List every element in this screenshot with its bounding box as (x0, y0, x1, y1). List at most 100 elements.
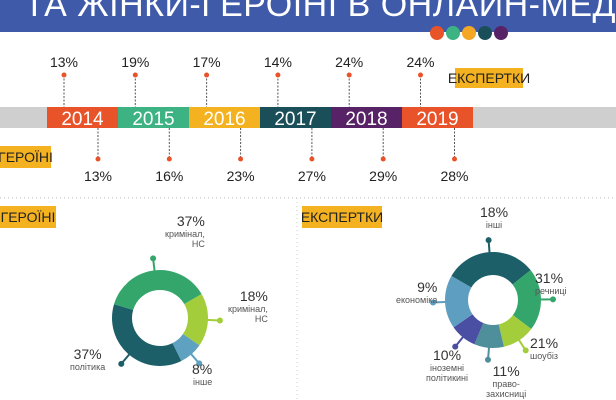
slice-leader-dot (196, 360, 203, 367)
timeline-segment-2014 (47, 107, 118, 128)
slice-leader-dot (430, 299, 437, 306)
slice-percent: 37% (73, 346, 102, 362)
slice-label: 8% інше (192, 361, 212, 387)
slice-leader-dot (484, 356, 491, 363)
slice-category: економіка (396, 295, 438, 305)
year-label: 2018 (345, 109, 387, 130)
donut-slice (474, 323, 504, 348)
decor-dot (462, 26, 476, 40)
heroines-dot (309, 156, 315, 162)
experts-dot (275, 72, 281, 78)
slice-category: речниці (535, 286, 567, 296)
donut-slice (512, 270, 541, 330)
heroines-dot (166, 156, 172, 162)
heroines-value: 27% (297, 168, 326, 184)
slice-label: 37% політика (70, 346, 105, 372)
slice-leader-dot (150, 255, 157, 262)
slice-leader-dot (452, 343, 459, 350)
timeline-segment-2017 (260, 107, 331, 128)
slice-percent: 11% (492, 363, 520, 379)
slice-label: 11% право-захисниці (486, 363, 526, 399)
slice-category: політикині (426, 373, 469, 383)
page-title: ТА ЖІНКИ-ГЕРОЇНІ В ОНЛАЙН-МЕДІА (24, 0, 616, 24)
slice-label: 31% речниці (535, 270, 567, 296)
heroines-pie-title: ГЕРОЇНІ (0, 206, 56, 228)
slice-percent: 18% (239, 288, 268, 304)
experts-badge: ЕКСПЕРТКИ (447, 68, 531, 88)
slice-category: іноземні (429, 363, 465, 373)
slice-percent: 37% (176, 213, 205, 229)
year-label: 2014 (61, 109, 104, 130)
donut-slice (444, 276, 473, 328)
heroines-dot (95, 156, 101, 162)
slice-category: НС (254, 314, 268, 324)
donut-slice (451, 252, 531, 288)
slice-category: шоубіз (530, 351, 559, 361)
decor-dot (494, 26, 508, 40)
donut-slice (111, 304, 182, 366)
slice-percent: 9% (417, 279, 438, 295)
experts-value: 13% (49, 54, 79, 70)
heroines-dot (452, 156, 457, 162)
slice-category: політика (70, 362, 106, 372)
slice-percent: 18% (480, 204, 509, 220)
slice-category: інше (193, 377, 213, 387)
decor-dot (430, 26, 444, 40)
heroines-value: 28% (440, 168, 469, 184)
slice-percent: 31% (535, 270, 564, 286)
title-banner: ТА ЖІНКИ-ГЕРОЇНІ В ОНЛАЙН-МЕДІА (0, 0, 616, 32)
experts-dot (61, 72, 67, 78)
heroines-badge: ГЕРОЇНІ (0, 146, 53, 168)
decor-dot (478, 26, 492, 40)
slice-leader-dot (522, 347, 529, 354)
timeline-segment-2018 (331, 107, 402, 128)
experts-dot (418, 72, 423, 78)
donut-slice (453, 314, 484, 345)
slice-category: кримінал, (228, 304, 268, 314)
slice-leader-dot (216, 317, 223, 324)
donut-slice (172, 333, 200, 361)
slice-label: 10% іноземні політикині (426, 347, 468, 383)
donut-slice (114, 270, 202, 310)
experts-value: 24% (406, 54, 435, 70)
experts-value: 14% (263, 54, 292, 70)
heroines-dot (380, 156, 386, 162)
experts-value: 24% (335, 54, 364, 70)
timeline-segment-2019 (402, 107, 473, 128)
slice-label: 9% економіка (396, 279, 437, 305)
timeline-segment-2015 (118, 107, 189, 128)
experts-dot (346, 72, 352, 78)
slice-percent: 10% (433, 347, 462, 363)
slice-category: НС (191, 239, 205, 249)
slice-leader-dot (485, 237, 492, 244)
heroines-value: 29% (369, 168, 398, 184)
slice-percent: 8% (192, 361, 213, 377)
decor-dot (446, 26, 460, 40)
slice-percent: 21% (530, 335, 559, 351)
slice-category: інші (485, 220, 503, 230)
heroines-dot (238, 156, 244, 162)
slice-label: 18% кримінал, НС (228, 288, 268, 324)
heroines-value: 23% (226, 168, 255, 184)
year-label: 2019 (416, 109, 458, 130)
experts-dot (132, 72, 138, 78)
slice-label: 18% інші (480, 204, 508, 230)
slice-category: право- (492, 379, 520, 389)
experts-pie-title: ЕКСПЕРТКИ (301, 206, 383, 228)
donut-slice (182, 294, 209, 346)
donut-slice (498, 315, 532, 347)
year-label: 2015 (132, 109, 174, 130)
year-label: 2017 (274, 109, 316, 130)
heroines-value: 13% (83, 168, 113, 184)
slice-category: кримінал, (165, 229, 205, 239)
experts-value: 19% (121, 54, 150, 70)
slice-leader-dot (549, 296, 556, 303)
experts-value: 17% (192, 54, 221, 70)
year-label: 2016 (203, 109, 245, 130)
slice-category: захисниці (486, 389, 527, 399)
heroines-value: 16% (155, 168, 184, 184)
timeline-segment-2016 (189, 107, 260, 128)
experts-dot (204, 72, 210, 78)
slice-label: 37% кримінал, НС (165, 213, 205, 249)
